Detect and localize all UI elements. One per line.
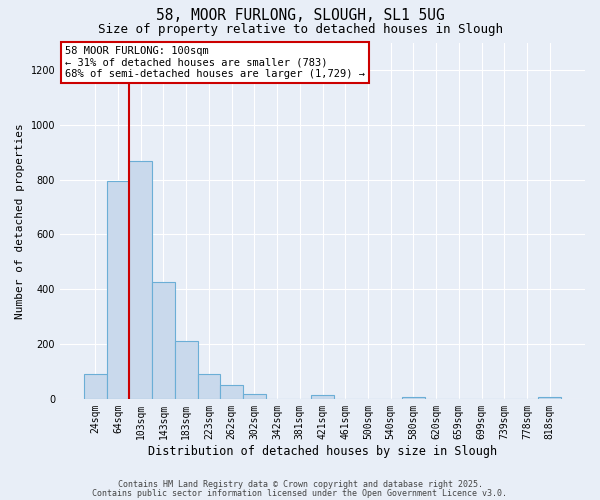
Bar [220,384,243,399]
Bar [197,374,220,399]
Text: Contains public sector information licensed under the Open Government Licence v3: Contains public sector information licen… [92,488,508,498]
Bar [311,394,334,399]
Text: 58 MOOR FURLONG: 100sqm
← 31% of detached houses are smaller (783)
68% of semi-d: 58 MOOR FURLONG: 100sqm ← 31% of detache… [65,46,365,80]
Bar [538,398,561,399]
Text: Size of property relative to detached houses in Slough: Size of property relative to detached ho… [97,22,503,36]
Bar [152,282,175,399]
Bar [175,342,197,399]
Text: Contains HM Land Registry data © Crown copyright and database right 2025.: Contains HM Land Registry data © Crown c… [118,480,482,489]
Bar [402,398,425,399]
X-axis label: Distribution of detached houses by size in Slough: Distribution of detached houses by size … [148,444,497,458]
Bar [243,394,266,399]
Bar [107,182,130,399]
Y-axis label: Number of detached properties: Number of detached properties [15,123,25,318]
Bar [84,374,107,399]
Bar [130,161,152,399]
Text: 58, MOOR FURLONG, SLOUGH, SL1 5UG: 58, MOOR FURLONG, SLOUGH, SL1 5UG [155,8,445,22]
